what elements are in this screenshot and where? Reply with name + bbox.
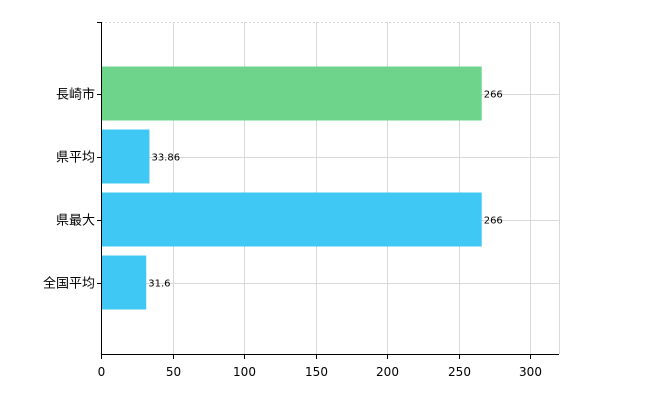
category-label-1: 県平均 xyxy=(56,151,95,166)
data-label-1: 33.86 xyxy=(151,153,180,164)
bar-2 xyxy=(101,192,482,247)
bar-3 xyxy=(101,255,147,310)
bar-0 xyxy=(101,66,482,121)
x-tick-label-1: 50 xyxy=(166,365,181,379)
category-label-2: 県最大 xyxy=(56,214,95,229)
data-label-2: 266 xyxy=(484,216,503,227)
category-label-0: 長崎市 xyxy=(56,87,95,103)
x-tick-label-5: 250 xyxy=(448,365,471,379)
bar-1 xyxy=(101,129,150,184)
x-tick-label-3: 150 xyxy=(305,365,328,379)
x-tick-label-0: 0 xyxy=(98,365,106,379)
x-tick-label-6: 300 xyxy=(519,365,542,379)
bars xyxy=(101,66,482,310)
x-tick-label-2: 100 xyxy=(233,365,256,379)
x-tick-label-4: 200 xyxy=(376,365,399,379)
data-label-3: 31.6 xyxy=(148,279,170,290)
axes xyxy=(97,22,559,359)
data-label-0: 266 xyxy=(484,90,503,101)
category-label-3: 全国平均 xyxy=(43,276,95,292)
labels: 266 長崎市 33.86 県平均 266 県最大 31.6 全国平均 0 50 100 150 200… xyxy=(43,87,542,380)
